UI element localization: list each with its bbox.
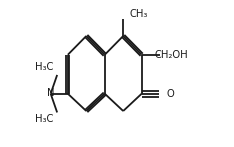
Text: N: N <box>47 88 55 98</box>
Text: O: O <box>167 89 175 99</box>
Text: H₃C: H₃C <box>35 114 54 124</box>
Text: CH₂OH: CH₂OH <box>154 50 188 60</box>
Text: H₃C: H₃C <box>35 62 54 72</box>
Text: CH₃: CH₃ <box>130 9 148 19</box>
